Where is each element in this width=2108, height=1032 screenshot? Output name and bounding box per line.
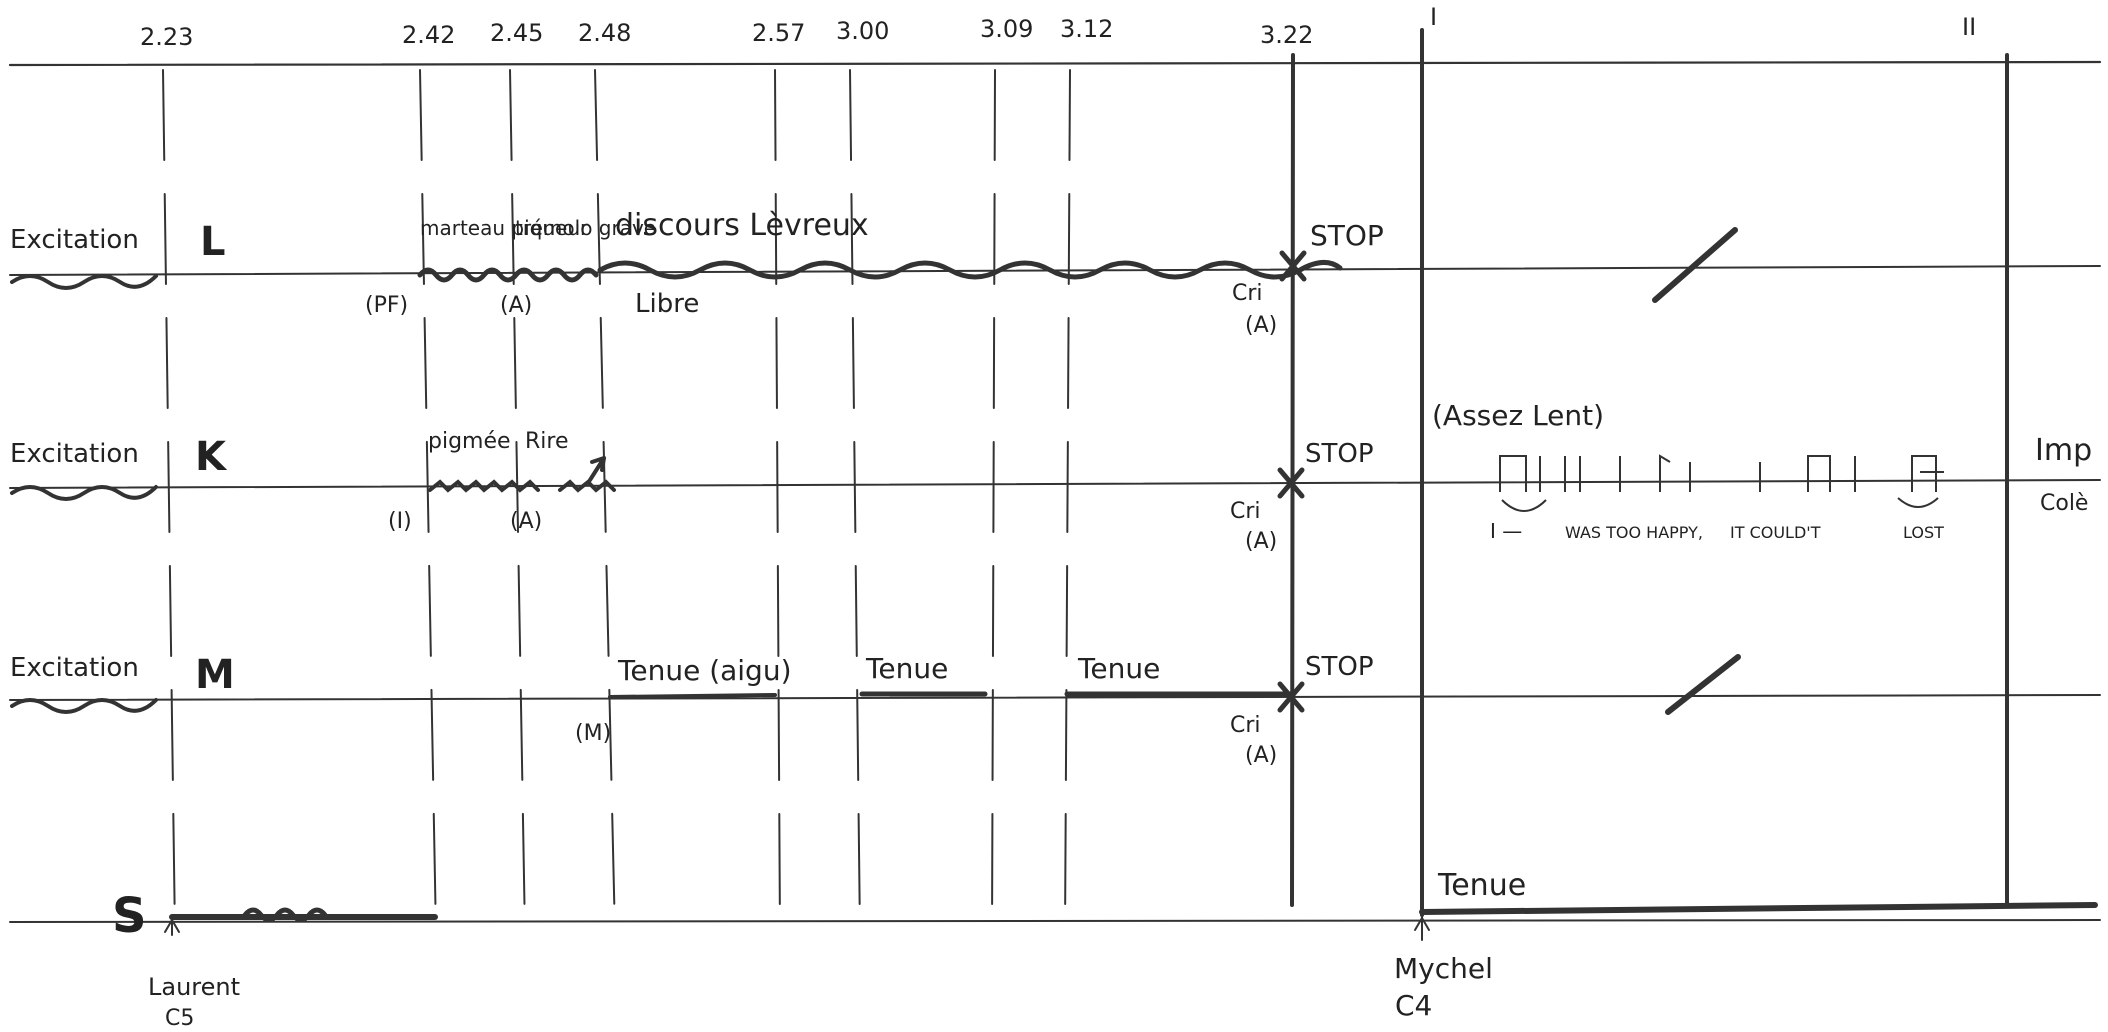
cri-sub: (A) bbox=[1245, 743, 1277, 768]
time-label: 3.09 bbox=[980, 15, 1033, 43]
segment-label: discours Lèvreux bbox=[615, 208, 869, 243]
start-mark: (I) bbox=[388, 509, 412, 534]
cue-code: C4 bbox=[1395, 989, 1432, 1022]
excitation-label: Excitation bbox=[10, 439, 139, 469]
cue-name: Mychel bbox=[1394, 952, 1493, 985]
cue-name: Laurent bbox=[148, 973, 240, 1001]
cri-label: Cri bbox=[1230, 713, 1261, 738]
time-label: 2.48 bbox=[578, 19, 631, 47]
cri-label: Cri bbox=[1230, 499, 1261, 524]
excitation-label: Excitation bbox=[10, 225, 139, 255]
cue-code: C5 bbox=[165, 1006, 194, 1031]
lyric-text: WAS TOO HAPPY, bbox=[1565, 523, 1703, 542]
lyric-text: I — bbox=[1490, 519, 1522, 543]
segment-label: Rire bbox=[525, 429, 569, 454]
next-label: Imp bbox=[2035, 433, 2092, 468]
section-mark: II bbox=[1962, 13, 1976, 41]
segment-label: Tenue bbox=[1437, 868, 1526, 903]
excitation-label: Excitation bbox=[10, 653, 139, 683]
start-mark: (A) bbox=[500, 293, 532, 318]
cri-label: Cri bbox=[1232, 281, 1263, 306]
time-label: 3.22 bbox=[1260, 21, 1313, 49]
stave-letter: L bbox=[200, 219, 226, 265]
time-label: 2.57 bbox=[752, 19, 805, 47]
sub-label: Libre bbox=[635, 289, 699, 319]
time-label: 2.23 bbox=[140, 23, 193, 51]
stave-letter: K bbox=[195, 434, 228, 480]
cri-sub: (A) bbox=[1245, 529, 1277, 554]
segment-label: pigmée bbox=[428, 429, 511, 454]
stave-letter: S bbox=[112, 888, 147, 944]
next-label: Colè bbox=[2040, 491, 2088, 516]
stop-label: STOP bbox=[1310, 219, 1384, 252]
stop-label: STOP bbox=[1305, 652, 1374, 682]
stave-letter: M bbox=[195, 652, 235, 698]
section-mark: I bbox=[1430, 3, 1437, 31]
time-label: 3.00 bbox=[836, 17, 889, 45]
time-label: 2.42 bbox=[402, 21, 455, 49]
lyric-text: IT COULD'T bbox=[1730, 523, 1821, 542]
segment-label: Tenue bbox=[1077, 652, 1160, 685]
tempo-label: (Assez Lent) bbox=[1432, 399, 1604, 432]
start-mark: (M) bbox=[575, 721, 611, 746]
cri-sub: (A) bbox=[1245, 313, 1277, 338]
segment-label: Tenue bbox=[865, 652, 948, 685]
time-label: 3.12 bbox=[1060, 15, 1113, 43]
lyric-text: LOST bbox=[1903, 523, 1944, 542]
segment-label: marteau piqueur bbox=[420, 216, 589, 240]
stop-label: STOP bbox=[1305, 439, 1374, 469]
start-mark: (PF) bbox=[365, 293, 408, 318]
segment-label: Tenue (aigu) bbox=[617, 654, 792, 687]
time-label: 2.45 bbox=[490, 19, 543, 47]
start-mark: (A) bbox=[510, 509, 542, 534]
segment-label: trémolo grave bbox=[515, 216, 656, 240]
